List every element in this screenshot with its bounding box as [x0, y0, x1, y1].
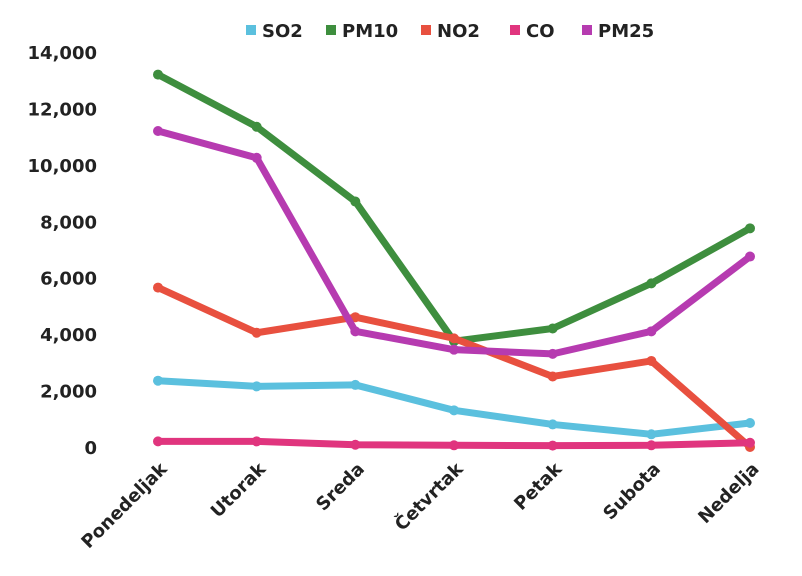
- data-point-so2: [153, 375, 163, 386]
- data-point-no2: [547, 371, 558, 382]
- series-line-no2: [154, 284, 754, 451]
- data-point-so2: [350, 379, 361, 390]
- legend-label: SO2: [262, 21, 303, 42]
- legend-swatch: [510, 25, 520, 35]
- data-point-so2: [745, 418, 755, 429]
- x-tick-label: Subota: [599, 459, 665, 525]
- data-point-pm25: [547, 348, 558, 359]
- legend: SO2 PM10 NO2 CO PM25: [246, 21, 654, 42]
- y-tick-label: 2,000: [40, 382, 97, 403]
- y-axis: 0 2,000 4,000 6,000 8,000 10,000 12,000 14,000: [28, 43, 97, 459]
- data-point-co: [153, 436, 163, 447]
- legend-swatch: [582, 25, 592, 35]
- data-point-so2: [646, 429, 657, 440]
- data-point-pm25: [350, 326, 361, 337]
- legend-label: PM10: [342, 21, 398, 42]
- data-point-pm25: [646, 326, 657, 337]
- x-tick-label: Utorak: [207, 458, 271, 522]
- y-tick-label: 14,000: [28, 43, 97, 64]
- x-axis: Ponedeljak Utorak Sreda Četvrtak Petak Subota…: [77, 457, 763, 553]
- legend-item-pm25: PM25: [582, 21, 654, 42]
- series-co: [153, 436, 755, 451]
- series-line-pm25: [154, 127, 754, 358]
- legend-item-so2: SO2: [246, 21, 303, 42]
- data-point-no2: [646, 355, 657, 366]
- legend-swatch: [326, 25, 336, 35]
- data-point-pm25: [745, 251, 755, 262]
- data-point-co: [350, 439, 361, 450]
- x-tick-label: Četvrtak: [390, 457, 468, 535]
- data-point-pm25: [251, 152, 262, 163]
- series-no2: [153, 282, 755, 452]
- data-point-pm10: [745, 223, 755, 234]
- data-point-pm10: [646, 278, 657, 289]
- legend-label: NO2: [437, 21, 480, 42]
- legend-label: PM25: [598, 21, 654, 42]
- data-point-co: [646, 440, 657, 451]
- data-point-pm25: [449, 344, 459, 355]
- data-point-so2: [547, 419, 558, 430]
- y-tick-label: 10,000: [28, 156, 97, 177]
- y-tick-label: 0: [84, 438, 97, 459]
- data-point-no2: [153, 282, 163, 293]
- data-point-no2: [449, 333, 459, 344]
- data-point-no2: [350, 312, 361, 323]
- data-point-co: [251, 436, 262, 447]
- data-point-pm10: [350, 196, 361, 207]
- data-point-so2: [251, 381, 262, 392]
- legend-item-no2: NO2: [421, 21, 480, 42]
- data-point-so2: [449, 405, 459, 416]
- data-point-pm10: [251, 121, 262, 132]
- x-tick-label: Petak: [510, 458, 567, 515]
- x-tick-label: Nedelja: [694, 459, 763, 528]
- data-point-co: [745, 437, 755, 448]
- data-point-co: [547, 440, 558, 451]
- series-pm25: [153, 126, 755, 359]
- data-point-pm10: [153, 69, 163, 80]
- legend-swatch: [246, 25, 256, 35]
- series-pm10: [153, 69, 755, 347]
- x-tick-label: Ponedeljak: [77, 458, 172, 553]
- series-so2: [153, 375, 755, 440]
- y-tick-label: 12,000: [28, 99, 97, 120]
- data-point-pm25: [153, 126, 163, 136]
- legend-swatch: [421, 25, 431, 35]
- series-line-pm10: [154, 71, 754, 345]
- series-layer: [153, 69, 755, 452]
- data-point-pm10: [547, 323, 558, 334]
- legend-item-co: CO: [510, 21, 555, 42]
- legend-item-pm10: PM10: [326, 21, 398, 42]
- data-point-no2: [251, 327, 262, 338]
- y-tick-label: 4,000: [40, 325, 97, 346]
- y-tick-label: 8,000: [40, 212, 97, 233]
- x-tick-label: Sreda: [312, 459, 369, 516]
- legend-label: CO: [526, 21, 555, 42]
- data-point-co: [449, 440, 459, 451]
- y-tick-label: 6,000: [40, 269, 97, 290]
